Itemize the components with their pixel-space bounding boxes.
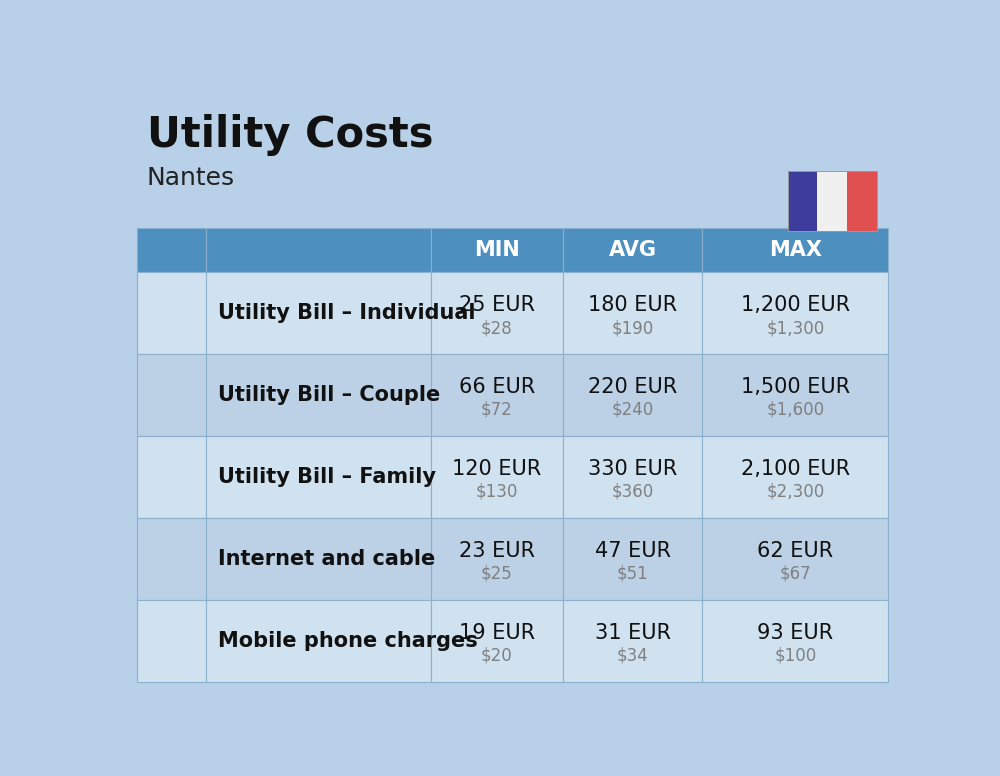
- Text: Internet and cable: Internet and cable: [218, 549, 435, 569]
- Text: $1,300: $1,300: [766, 319, 824, 337]
- Bar: [702, 227, 888, 272]
- Text: $100: $100: [774, 646, 816, 664]
- Bar: [206, 436, 431, 518]
- Bar: [702, 272, 888, 354]
- Text: $20: $20: [481, 646, 513, 664]
- Text: 120 EUR: 120 EUR: [452, 459, 542, 479]
- Bar: [563, 518, 702, 600]
- Bar: [847, 171, 877, 230]
- Text: 93 EUR: 93 EUR: [757, 622, 833, 643]
- Bar: [137, 227, 206, 272]
- Text: Mobile phone charges: Mobile phone charges: [218, 631, 478, 651]
- Text: Utility Bill – Individual: Utility Bill – Individual: [218, 303, 476, 324]
- Text: $25: $25: [481, 565, 513, 583]
- Bar: [563, 227, 702, 272]
- Bar: [431, 600, 563, 681]
- Text: MAX: MAX: [769, 240, 822, 260]
- Text: 25 EUR: 25 EUR: [459, 295, 535, 315]
- Bar: [788, 171, 877, 230]
- Text: $240: $240: [612, 401, 654, 419]
- Bar: [702, 354, 888, 436]
- Text: Utility Bill – Family: Utility Bill – Family: [218, 467, 436, 487]
- Bar: [137, 272, 206, 354]
- Bar: [563, 272, 702, 354]
- Bar: [702, 436, 888, 518]
- Bar: [702, 600, 888, 681]
- Text: $1,600: $1,600: [766, 401, 824, 419]
- Text: 62 EUR: 62 EUR: [757, 541, 833, 561]
- Bar: [137, 518, 206, 600]
- Bar: [563, 600, 702, 681]
- Text: $130: $130: [476, 483, 518, 501]
- Bar: [137, 354, 206, 436]
- Text: 330 EUR: 330 EUR: [588, 459, 677, 479]
- Text: $67: $67: [780, 565, 811, 583]
- Bar: [563, 436, 702, 518]
- Text: AVG: AVG: [609, 240, 657, 260]
- Bar: [431, 272, 563, 354]
- Text: 66 EUR: 66 EUR: [459, 377, 535, 397]
- Bar: [206, 518, 431, 600]
- Text: 23 EUR: 23 EUR: [459, 541, 535, 561]
- Bar: [206, 354, 431, 436]
- Text: $2,300: $2,300: [766, 483, 824, 501]
- Text: 220 EUR: 220 EUR: [588, 377, 677, 397]
- Bar: [137, 600, 206, 681]
- Text: $190: $190: [612, 319, 654, 337]
- Bar: [206, 600, 431, 681]
- Bar: [817, 171, 847, 230]
- Text: 31 EUR: 31 EUR: [595, 622, 671, 643]
- Text: $72: $72: [481, 401, 513, 419]
- Text: 19 EUR: 19 EUR: [459, 622, 535, 643]
- Text: $51: $51: [617, 565, 648, 583]
- Text: 47 EUR: 47 EUR: [595, 541, 671, 561]
- Bar: [702, 518, 888, 600]
- Text: $360: $360: [612, 483, 654, 501]
- Bar: [788, 171, 817, 230]
- Bar: [206, 227, 431, 272]
- Text: Utility Costs: Utility Costs: [147, 114, 433, 156]
- Text: Utility Bill – Couple: Utility Bill – Couple: [218, 385, 440, 405]
- Text: $28: $28: [481, 319, 513, 337]
- Text: 2,100 EUR: 2,100 EUR: [741, 459, 850, 479]
- Text: Nantes: Nantes: [147, 166, 235, 190]
- Text: $34: $34: [617, 646, 648, 664]
- Bar: [431, 436, 563, 518]
- Text: 1,200 EUR: 1,200 EUR: [741, 295, 850, 315]
- Text: MIN: MIN: [474, 240, 520, 260]
- Bar: [137, 436, 206, 518]
- Bar: [563, 354, 702, 436]
- Bar: [431, 354, 563, 436]
- Bar: [431, 227, 563, 272]
- Text: 180 EUR: 180 EUR: [588, 295, 677, 315]
- Bar: [206, 272, 431, 354]
- Text: 1,500 EUR: 1,500 EUR: [741, 377, 850, 397]
- Bar: [431, 518, 563, 600]
